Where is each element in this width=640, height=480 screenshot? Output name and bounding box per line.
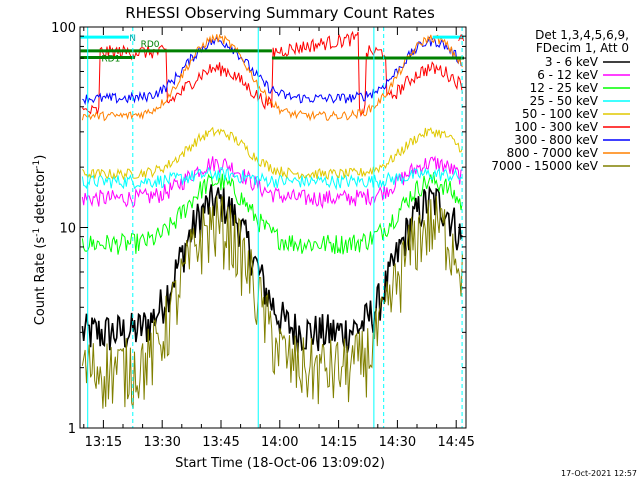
chart-title: RHESSI Observing Summary Count Rates xyxy=(125,4,435,22)
legend-header-line2: FDecim 1, Att 0 xyxy=(536,41,629,55)
series-line-2 xyxy=(81,172,463,255)
legend-label-7: 800 - 7000 keV xyxy=(507,146,599,160)
annotation-rd0: RD0 xyxy=(141,40,160,50)
series-line-0 xyxy=(81,184,464,354)
series-line-4 xyxy=(82,126,463,181)
series-line-3 xyxy=(81,166,463,191)
series-line-7 xyxy=(81,33,463,122)
y-tick-label-0: 1 xyxy=(68,422,76,437)
x-tick-label-4: 14:15 xyxy=(320,435,357,450)
x-tick-label-5: 14:30 xyxy=(379,435,416,450)
legend-label-5: 100 - 300 keV xyxy=(514,120,598,134)
annotation-a: A xyxy=(458,34,465,44)
legend-label-6: 300 - 800 keV xyxy=(514,133,598,147)
x-tick-label-2: 13:45 xyxy=(202,435,239,450)
x-tick-label-3: 14:00 xyxy=(261,435,298,450)
legend-header-line1: Det 1,3,4,5,6,9, xyxy=(535,28,629,42)
x-tick-label-0: 13:15 xyxy=(85,435,122,450)
x-axis-label: Start Time (18-Oct-06 13:09:02) xyxy=(175,456,385,471)
plot-area: RD0 RD1 N A 1 10 100 13:15 13:30 13:45 14:00 14:15 1… xyxy=(51,21,475,450)
annotation-n: N xyxy=(129,34,136,44)
y-tick-label-2: 100 xyxy=(51,21,76,36)
footer-date: 17-Oct-2021 12:57 xyxy=(561,469,637,478)
series-line-8 xyxy=(81,195,463,409)
legend-label-8: 7000 - 15000 keV xyxy=(491,159,598,173)
legend-label-0: 3 - 6 keV xyxy=(545,55,599,69)
y-axis-label: Count Rate (s-1 detector-1) xyxy=(32,155,48,326)
legend-label-2: 12 - 25 keV xyxy=(530,81,599,95)
x-tick-label-6: 14:45 xyxy=(437,435,474,450)
legend-label-4: 50 - 100 keV xyxy=(522,107,599,121)
x-tick-label-1: 13:30 xyxy=(143,435,180,450)
y-tick-label-1: 10 xyxy=(59,222,76,237)
legend-label-1: 6 - 12 keV xyxy=(537,68,599,82)
series-line-5 xyxy=(81,30,463,117)
legend-label-3: 25 - 50 keV xyxy=(530,94,599,108)
annotation-rd1: RD1 xyxy=(101,54,120,64)
